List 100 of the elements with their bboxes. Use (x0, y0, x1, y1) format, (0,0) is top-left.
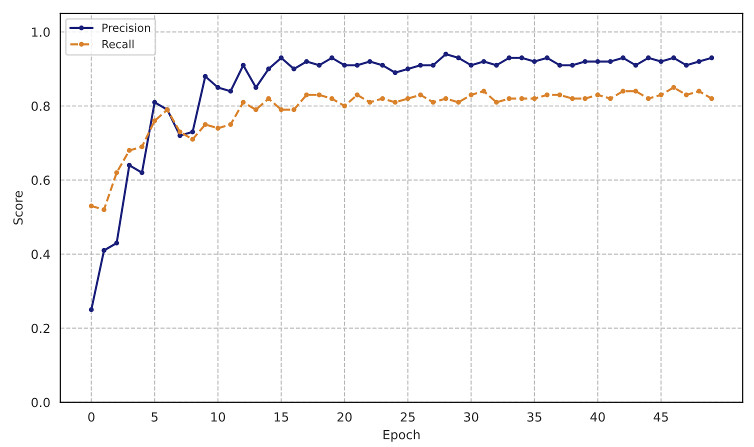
point (380, 96, 385, 102)
point (392, 70, 398, 76)
point (671, 55, 676, 60)
point (102, 248, 106, 253)
point (228, 88, 234, 94)
point (304, 59, 309, 64)
point (291, 107, 296, 112)
point (582, 59, 588, 64)
point (696, 88, 702, 94)
point (709, 96, 714, 102)
point (557, 62, 562, 68)
x-tick-label: 35 (527, 412, 542, 422)
x-tick-label: 15 (274, 412, 288, 422)
point (367, 59, 372, 64)
point (418, 62, 423, 68)
point (354, 92, 360, 98)
point (646, 55, 651, 60)
point (329, 96, 334, 102)
point (430, 62, 436, 68)
point (684, 62, 689, 68)
point (88, 204, 94, 208)
point (532, 59, 537, 64)
x-tick-label: 45 (654, 412, 668, 422)
x-axis-title: Epoch (384, 430, 420, 442)
point (140, 170, 144, 176)
point (430, 100, 436, 105)
point (519, 96, 524, 102)
point (405, 96, 410, 102)
point (468, 62, 474, 68)
point (88, 307, 94, 312)
point (202, 122, 208, 127)
point (456, 55, 461, 60)
point (633, 88, 638, 94)
point (240, 100, 246, 105)
y-tick-label: 0.2 (32, 324, 50, 334)
point (456, 100, 461, 105)
x-tick-label: 0 (88, 412, 94, 422)
point (696, 59, 702, 64)
point (102, 207, 106, 212)
legend-label: Recall (102, 40, 134, 48)
point (506, 55, 512, 60)
point (126, 162, 132, 168)
x-tick-label: 5 (152, 412, 158, 422)
point (228, 122, 234, 127)
point (253, 85, 258, 90)
point (190, 136, 196, 142)
point (494, 100, 499, 105)
point (595, 92, 600, 98)
point (316, 62, 322, 68)
point (633, 62, 638, 68)
point (658, 92, 664, 98)
point (608, 59, 613, 64)
point (291, 66, 296, 72)
point (671, 85, 676, 90)
point (608, 96, 613, 102)
point (216, 126, 220, 131)
point (684, 92, 689, 98)
point (342, 104, 347, 108)
legend-label: Precision (102, 23, 150, 32)
point (481, 59, 486, 64)
point (354, 62, 360, 68)
point (114, 240, 120, 246)
point (329, 55, 334, 60)
point (595, 59, 600, 64)
point (468, 92, 474, 98)
point (494, 62, 499, 68)
point (620, 88, 626, 94)
point (620, 55, 626, 60)
point (519, 55, 524, 60)
point (544, 55, 550, 60)
x-tick-label: 40 (590, 412, 605, 422)
point (126, 148, 132, 153)
point (646, 96, 651, 102)
point (114, 170, 120, 176)
y-tick-label: 0.8 (32, 101, 50, 111)
point (443, 96, 448, 102)
point (240, 62, 246, 68)
point (178, 130, 182, 134)
x-tick-label: 25 (400, 412, 415, 422)
point (481, 88, 486, 94)
point (443, 52, 448, 57)
y-tick-label: 0.0 (32, 398, 50, 408)
point (544, 92, 550, 98)
point (582, 96, 588, 102)
y-tick-label: 1.0 (32, 27, 50, 37)
point (140, 144, 144, 150)
point (367, 100, 372, 105)
point (506, 96, 512, 102)
x-tick-label: 20 (338, 412, 352, 422)
y-axis-title: Score (13, 191, 23, 225)
point (278, 107, 284, 112)
point (557, 92, 562, 98)
point (392, 100, 398, 105)
point (266, 96, 272, 102)
y-tick-label: 0.4 (32, 250, 50, 260)
point (190, 130, 196, 134)
point (253, 107, 258, 112)
point (658, 59, 664, 64)
point (418, 92, 423, 98)
point (380, 62, 385, 68)
